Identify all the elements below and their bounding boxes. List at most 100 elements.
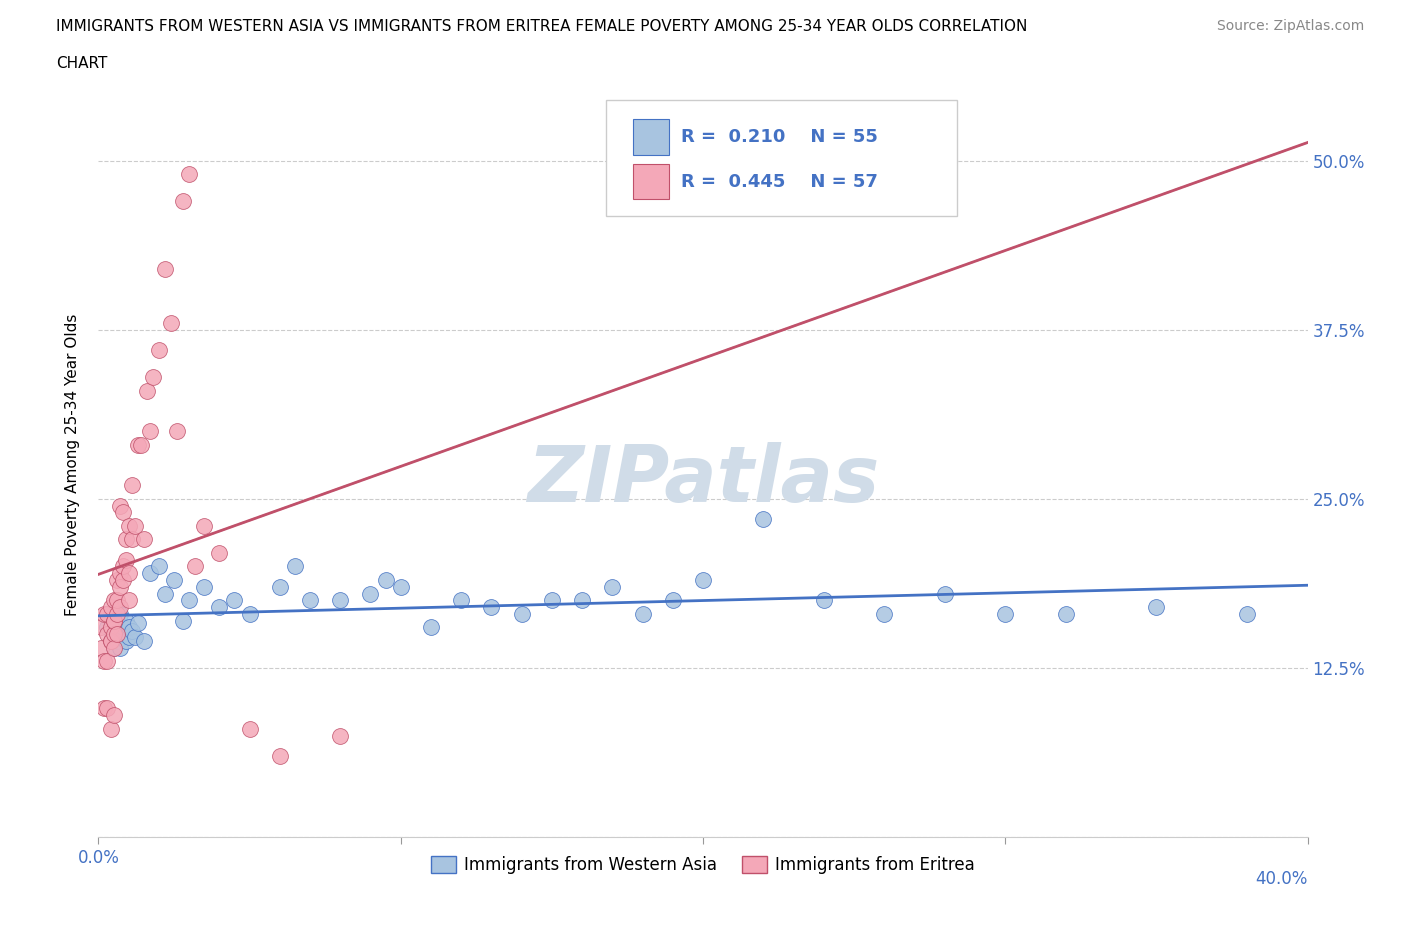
- Point: [118, 620, 141, 635]
- Point: [1236, 606, 1258, 621]
- Point: [103, 613, 125, 628]
- Legend: Immigrants from Western Asia, Immigrants from Eritrea: Immigrants from Western Asia, Immigrants…: [425, 849, 981, 881]
- Point: [108, 565, 131, 580]
- Point: [208, 600, 231, 615]
- Point: [602, 579, 624, 594]
- Text: R =  0.445    N = 57: R = 0.445 N = 57: [682, 173, 879, 191]
- Point: [284, 559, 307, 574]
- Point: [100, 722, 122, 737]
- Point: [103, 640, 125, 655]
- Point: [118, 592, 141, 607]
- Point: [139, 565, 162, 580]
- Point: [100, 633, 122, 648]
- Point: [166, 424, 188, 439]
- Point: [121, 478, 143, 493]
- Point: [329, 592, 352, 607]
- Point: [103, 627, 125, 642]
- Text: R =  0.210    N = 55: R = 0.210 N = 55: [682, 128, 879, 146]
- Bar: [633, 164, 669, 199]
- Text: Source: ZipAtlas.com: Source: ZipAtlas.com: [1216, 19, 1364, 33]
- Text: 40.0%: 40.0%: [1256, 870, 1308, 888]
- FancyBboxPatch shape: [606, 100, 957, 216]
- Bar: [633, 119, 669, 154]
- Point: [139, 424, 162, 439]
- Point: [299, 592, 322, 607]
- Point: [389, 579, 412, 594]
- Point: [111, 559, 134, 574]
- Point: [450, 592, 472, 607]
- Point: [105, 633, 128, 648]
- Point: [179, 592, 201, 607]
- Point: [96, 654, 118, 669]
- Point: [118, 565, 141, 580]
- Point: [813, 592, 835, 607]
- Point: [96, 627, 118, 642]
- Point: [96, 606, 118, 621]
- Point: [172, 613, 194, 628]
- Point: [127, 616, 149, 631]
- Point: [103, 640, 125, 655]
- Point: [481, 600, 503, 615]
- Point: [114, 532, 136, 547]
- Point: [269, 749, 291, 764]
- Point: [631, 606, 654, 621]
- Point: [100, 633, 122, 648]
- Point: [1054, 606, 1077, 621]
- Point: [118, 630, 141, 644]
- Point: [105, 620, 128, 635]
- Point: [105, 627, 128, 642]
- Point: [103, 613, 125, 628]
- Point: [108, 498, 131, 513]
- Text: CHART: CHART: [56, 56, 108, 71]
- Point: [142, 369, 165, 384]
- Point: [105, 592, 128, 607]
- Point: [108, 579, 131, 594]
- Point: [934, 586, 956, 601]
- Point: [90, 640, 112, 655]
- Y-axis label: Female Poverty Among 25-34 Year Olds: Female Poverty Among 25-34 Year Olds: [65, 313, 80, 617]
- Point: [96, 701, 118, 716]
- Point: [135, 383, 157, 398]
- Point: [93, 654, 115, 669]
- Point: [873, 606, 896, 621]
- Point: [153, 261, 176, 276]
- Text: IMMIGRANTS FROM WESTERN ASIA VS IMMIGRANTS FROM ERITREA FEMALE POVERTY AMONG 25-: IMMIGRANTS FROM WESTERN ASIA VS IMMIGRAN…: [56, 19, 1028, 33]
- Point: [103, 613, 125, 628]
- Point: [93, 701, 115, 716]
- Point: [124, 518, 146, 533]
- Point: [1144, 600, 1167, 615]
- Point: [108, 600, 131, 615]
- Point: [114, 633, 136, 648]
- Point: [121, 624, 143, 639]
- Point: [193, 579, 215, 594]
- Point: [108, 640, 131, 655]
- Point: [105, 606, 128, 621]
- Point: [269, 579, 291, 594]
- Point: [132, 633, 155, 648]
- Point: [163, 573, 186, 588]
- Point: [179, 166, 201, 181]
- Point: [239, 606, 262, 621]
- Point: [540, 592, 562, 607]
- Point: [193, 518, 215, 533]
- Point: [111, 573, 134, 588]
- Point: [153, 586, 176, 601]
- Point: [111, 505, 134, 520]
- Point: [360, 586, 382, 601]
- Point: [105, 573, 128, 588]
- Point: [374, 573, 396, 588]
- Point: [224, 592, 246, 607]
- Point: [420, 620, 443, 635]
- Point: [100, 620, 122, 635]
- Point: [96, 620, 118, 635]
- Point: [329, 728, 352, 743]
- Point: [100, 600, 122, 615]
- Point: [208, 546, 231, 561]
- Point: [148, 559, 170, 574]
- Point: [132, 532, 155, 547]
- Point: [239, 722, 262, 737]
- Point: [160, 315, 183, 330]
- Point: [100, 606, 122, 621]
- Point: [111, 620, 134, 635]
- Point: [752, 512, 775, 526]
